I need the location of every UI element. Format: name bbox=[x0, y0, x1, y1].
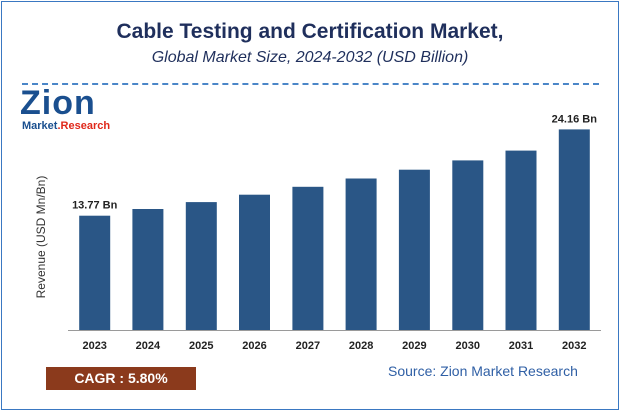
bar-2028 bbox=[345, 178, 377, 330]
chart-subtitle: Global Market Size, 2024-2032 (USD Billi… bbox=[151, 49, 469, 66]
bar-2029 bbox=[398, 169, 430, 330]
logo-wordmark: Zion bbox=[20, 84, 96, 122]
source-note: Source: Zion Market Research bbox=[388, 363, 578, 379]
bar-2026 bbox=[239, 194, 270, 330]
zion-logo: Zion Market.Research bbox=[20, 86, 124, 136]
x-tick-2027: 2027 bbox=[296, 340, 320, 352]
x-tick-2024: 2024 bbox=[136, 340, 161, 352]
bar-2027 bbox=[292, 186, 324, 330]
y-axis-label: Revenue (USD Mn/Bn) bbox=[34, 176, 48, 299]
cagr-badge: CAGR : 5.80% bbox=[46, 367, 196, 390]
data-labels: 13.77 Bn 24.16 Bn bbox=[72, 113, 597, 211]
x-tick-2028: 2028 bbox=[349, 340, 373, 352]
x-tick-2025: 2025 bbox=[189, 340, 213, 352]
logo-tagline-market: Market bbox=[22, 120, 58, 132]
x-tick-2029: 2029 bbox=[402, 340, 426, 352]
logo-tagline: Market.Research bbox=[22, 120, 110, 132]
x-tick-labels: 2023 2024 2025 2026 2027 2028 2029 2030 2031 2032 bbox=[82, 340, 586, 352]
bar-2030 bbox=[452, 160, 484, 330]
bar-2031 bbox=[505, 150, 537, 330]
x-tick-2031: 2031 bbox=[509, 340, 533, 352]
bar-2023 bbox=[79, 215, 111, 330]
title-divider bbox=[22, 83, 599, 85]
bar-2025 bbox=[185, 202, 217, 330]
x-tick-2023: 2023 bbox=[82, 340, 106, 352]
bar-2024 bbox=[132, 209, 164, 330]
chart-bars bbox=[79, 129, 590, 330]
bar-2032 bbox=[558, 129, 590, 330]
x-tick-2026: 2026 bbox=[242, 340, 266, 352]
chart-title: Cable Testing and Certification Market, bbox=[116, 20, 504, 43]
logo-tagline-research: .Research bbox=[57, 120, 111, 132]
data-label-2032: 24.16 Bn bbox=[552, 113, 598, 125]
x-tick-2032: 2032 bbox=[562, 340, 586, 352]
x-tick-2030: 2030 bbox=[456, 340, 480, 352]
data-label-2023: 13.77 Bn bbox=[72, 200, 118, 212]
